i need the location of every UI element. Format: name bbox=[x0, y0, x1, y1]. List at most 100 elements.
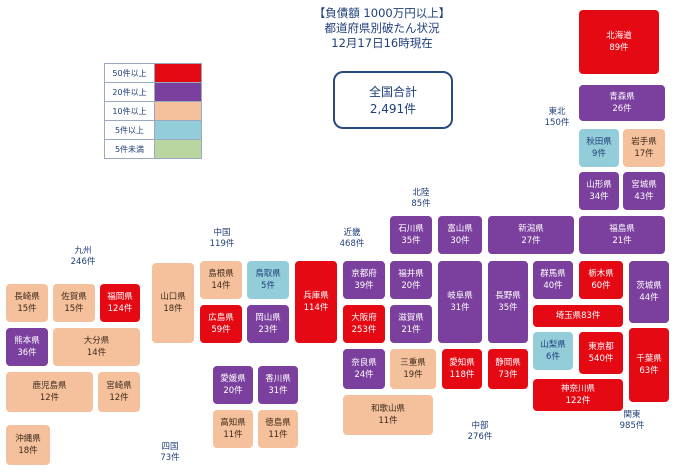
region-name: 北陸 bbox=[412, 188, 430, 198]
pref-name: 山梨県 bbox=[540, 340, 566, 350]
pref-name: 広島県 bbox=[208, 313, 234, 323]
pref-name: 群馬県 bbox=[540, 269, 566, 279]
pref-tile-yamagata: 山形県 34件 bbox=[578, 171, 620, 211]
pref-name: 青森県 bbox=[609, 92, 635, 102]
pref-name: 福島県 bbox=[609, 224, 635, 234]
pref-count: 26件 bbox=[612, 104, 632, 114]
pref-tile-mie: 三重県 19件 bbox=[389, 348, 437, 390]
pref-name: 富山県 bbox=[447, 224, 473, 234]
legend-swatch bbox=[154, 121, 201, 139]
pref-count: 14件 bbox=[86, 348, 107, 358]
pref-tile-ishikawa: 石川県 35件 bbox=[389, 215, 433, 255]
pref-name: 北海道 bbox=[606, 31, 632, 41]
pref-count: 18件 bbox=[18, 446, 38, 456]
pref-count: 89件 bbox=[609, 43, 629, 53]
region-total: 150件 bbox=[544, 118, 570, 128]
pref-tile-kumamoto: 熊本県 36件 bbox=[5, 327, 49, 367]
pref-count: 31件 bbox=[268, 386, 288, 396]
pref-count: 73件 bbox=[498, 370, 518, 380]
region-kyushu: 九州 246件 bbox=[61, 246, 105, 268]
region-name: 中国 bbox=[213, 228, 231, 238]
pref-tile-fukushima: 福島県 21件 bbox=[578, 215, 666, 255]
pref-count: 253件 bbox=[351, 325, 377, 335]
pref-name: 愛媛県 bbox=[220, 374, 246, 384]
pref-tile-ibaraki: 茨城県 44件 bbox=[628, 260, 670, 324]
pref-tile-kagoshima: 鹿児島県 12件 bbox=[5, 371, 94, 413]
pref-count: 35件 bbox=[401, 236, 421, 246]
pref-name: 愛知県 bbox=[449, 358, 475, 368]
pref-tile-shizuoka: 静岡県 73件 bbox=[487, 348, 529, 390]
legend-row-50: 50件以上 bbox=[105, 64, 201, 83]
pref-name: 岡山県 bbox=[255, 313, 281, 323]
title-line-3: 12月17日16時現在 bbox=[331, 36, 433, 50]
pref-tile-tottori: 鳥取県 5件 bbox=[246, 260, 290, 300]
legend-swatch bbox=[154, 102, 201, 120]
legend-label: 10件以上 bbox=[112, 106, 147, 116]
pref-tile-miyagi: 宮城県 43件 bbox=[622, 171, 666, 211]
pref-name: 神奈川県 bbox=[560, 384, 595, 394]
pref-count: 21件 bbox=[612, 236, 632, 246]
pref-count: 9件 bbox=[592, 149, 606, 159]
legend-swatch bbox=[154, 83, 201, 101]
region-total: 85件 bbox=[411, 199, 431, 209]
pref-tile-shiga: 滋賀県 21件 bbox=[389, 304, 433, 344]
region-total: 73件 bbox=[160, 453, 180, 463]
pref-name: 滋賀県 bbox=[398, 313, 424, 323]
pref-name: 大分県 bbox=[83, 336, 110, 346]
legend-label: 20件以上 bbox=[112, 87, 147, 97]
pref-tile-ehime: 愛媛県 20件 bbox=[212, 365, 254, 405]
pref-count: 17件 bbox=[634, 149, 654, 159]
pref-count: 20件 bbox=[223, 386, 243, 396]
pref-count: 19件 bbox=[403, 370, 423, 380]
region-total: 119件 bbox=[209, 239, 235, 249]
pref-count: 11件 bbox=[268, 430, 288, 440]
pref-name: 兵庫県 bbox=[303, 291, 329, 301]
pref-count: 60件 bbox=[591, 281, 611, 291]
national-total-value: 2,491件 bbox=[369, 102, 417, 116]
pref-name: 宮城県 bbox=[631, 180, 657, 190]
pref-tile-nagano: 長野県 35件 bbox=[487, 260, 529, 344]
legend-row-under5: 5件未満 bbox=[105, 140, 201, 158]
pref-count: 30件 bbox=[450, 236, 470, 246]
pref-name: 石川県 bbox=[398, 224, 424, 234]
pref-tile-iwate: 岩手県 17件 bbox=[622, 128, 666, 168]
pref-count: 23件 bbox=[258, 325, 278, 335]
pref-name: 福井県 bbox=[398, 269, 424, 279]
pref-tile-gifu: 岐阜県 31件 bbox=[437, 260, 483, 344]
region-total: 276件 bbox=[467, 432, 493, 442]
region-total: 985件 bbox=[619, 421, 645, 431]
legend-swatch bbox=[154, 64, 201, 82]
pref-tile-aichi: 愛知県 118件 bbox=[441, 348, 483, 390]
pref-count: 43件 bbox=[634, 192, 654, 202]
region-name: 九州 bbox=[74, 246, 92, 256]
pref-count: 59件 bbox=[211, 325, 231, 335]
pref-name: 鹿児島県 bbox=[32, 381, 67, 391]
region-chugoku: 中国 119件 bbox=[200, 228, 244, 250]
pref-name: 東京都 bbox=[588, 342, 614, 352]
pref-tile-fukui: 福井県 20件 bbox=[389, 260, 433, 300]
legend-label: 50件以上 bbox=[112, 68, 147, 78]
region-total: 468件 bbox=[339, 239, 365, 249]
pref-tile-tokushima: 徳島県 11件 bbox=[257, 409, 299, 449]
pref-count: 21件 bbox=[401, 325, 421, 335]
pref-tile-kyoto: 京都府 39件 bbox=[342, 260, 386, 300]
pref-name: 福岡県 bbox=[107, 292, 133, 302]
pref-tile-toyama: 富山県 30件 bbox=[437, 215, 483, 255]
region-chubu: 中部 276件 bbox=[460, 421, 500, 443]
pref-tile-shimane: 島根県 14件 bbox=[199, 260, 243, 300]
legend-row-20: 20件以上 bbox=[105, 83, 201, 102]
region-kanto: 関東 985件 bbox=[610, 410, 654, 432]
pref-tile-wakayama: 和歌山県 11件 bbox=[342, 394, 434, 436]
pref-count: 540件 bbox=[588, 354, 614, 364]
pref-name: 長野県 bbox=[495, 291, 521, 301]
pref-count: 12件 bbox=[39, 393, 60, 403]
pref-tile-yamaguchi: 山口県 18件 bbox=[151, 262, 195, 344]
pref-name: 秋田県 bbox=[586, 137, 612, 147]
region-shikoku: 四国 73件 bbox=[150, 442, 190, 464]
pref-tile-kagawa: 香川県 31件 bbox=[257, 365, 299, 405]
pref-count: 35件 bbox=[498, 303, 518, 313]
pref-tile-hyogo: 兵庫県 114件 bbox=[294, 260, 338, 344]
pref-count: 12件 bbox=[109, 393, 129, 403]
pref-name: 茨城県 bbox=[636, 281, 662, 291]
region-name: 四国 bbox=[161, 442, 179, 452]
